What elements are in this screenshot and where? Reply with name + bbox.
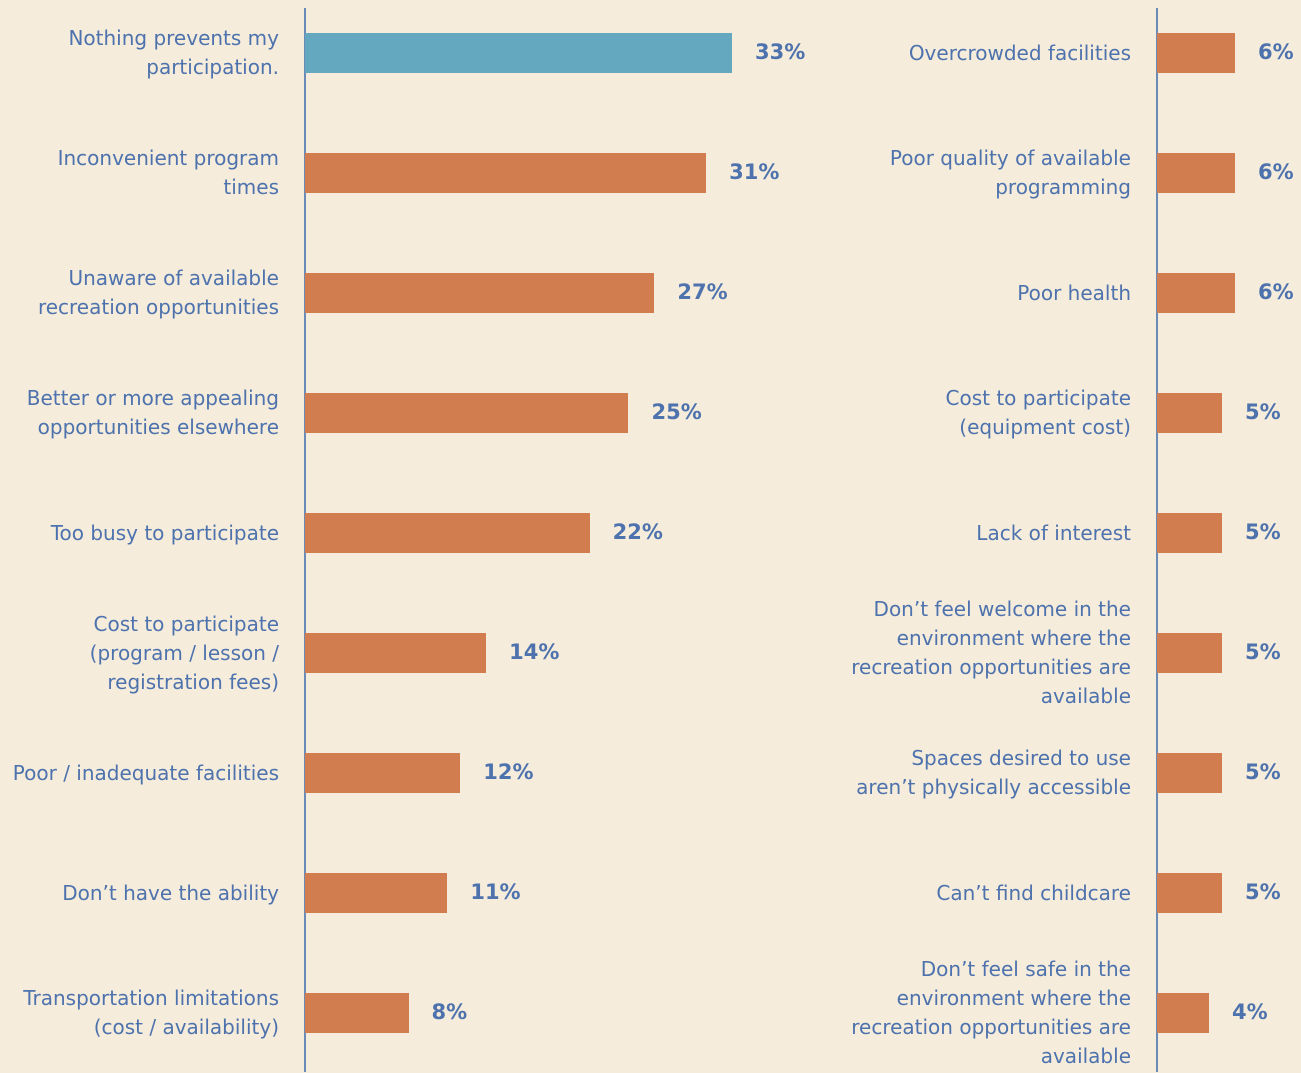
bar — [305, 873, 448, 913]
bar — [305, 393, 629, 433]
bar — [1157, 633, 1222, 673]
category-label: Spaces desired to use aren’t physically … — [856, 746, 1131, 799]
category-label: Don’t have the ability — [62, 880, 279, 905]
category-label: Don’t feel safe in the environment where… — [851, 957, 1131, 1068]
bar — [305, 753, 461, 793]
value-label: 5% — [1245, 520, 1281, 544]
value-label: 4% — [1232, 1000, 1268, 1024]
category-label: Cost to participate (program / lesson / … — [89, 611, 279, 694]
category-label: Poor / inadequate facilities — [12, 760, 279, 785]
bar — [1157, 273, 1235, 313]
category-label: Poor quality of available programming — [889, 146, 1131, 199]
category-label: Transportation limitations (cost / avail… — [23, 986, 279, 1039]
value-label: 6% — [1258, 160, 1294, 184]
category-label: Too busy to participate — [50, 520, 279, 545]
category-label: Better or more appealing opportunities e… — [26, 386, 279, 439]
bar — [1157, 753, 1222, 793]
category-label: Inconvenient program times — [57, 146, 279, 199]
category-label: Overcrowded facilities — [908, 40, 1131, 65]
category-label: Lack of interest — [976, 520, 1131, 545]
value-label: 14% — [509, 640, 560, 664]
value-label: 8% — [431, 1000, 468, 1024]
bar — [1157, 873, 1222, 913]
category-label: Unaware of available recreation opportun… — [37, 266, 279, 319]
value-label: 12% — [483, 760, 534, 784]
value-label: 6% — [1258, 40, 1294, 64]
category-label: Nothing prevents my participation. — [68, 26, 279, 79]
value-label: 22% — [612, 520, 663, 544]
bar — [305, 33, 732, 73]
bar — [305, 273, 655, 313]
value-label: 5% — [1245, 640, 1281, 664]
value-label: 5% — [1245, 880, 1281, 904]
bar — [1157, 33, 1235, 73]
value-label: 6% — [1258, 280, 1294, 304]
bar — [305, 153, 707, 193]
value-label: 11% — [470, 880, 521, 904]
bar — [1157, 993, 1209, 1033]
bar — [1157, 153, 1235, 193]
value-label: 5% — [1245, 400, 1281, 424]
bar — [305, 513, 590, 553]
bar — [305, 993, 409, 1033]
value-label: 33% — [755, 40, 806, 64]
value-label: 27% — [677, 280, 728, 304]
value-label: 5% — [1245, 760, 1281, 784]
bar — [1157, 393, 1222, 433]
value-label: 25% — [651, 400, 702, 424]
bar — [305, 633, 487, 673]
value-label: 31% — [729, 160, 780, 184]
bar — [1157, 513, 1222, 553]
category-label: Can’t find childcare — [936, 880, 1131, 905]
category-label: Cost to participate (equipment cost) — [945, 386, 1131, 439]
category-label: Don’t feel welcome in the environment wh… — [851, 597, 1131, 708]
category-label: Poor health — [1017, 280, 1131, 305]
